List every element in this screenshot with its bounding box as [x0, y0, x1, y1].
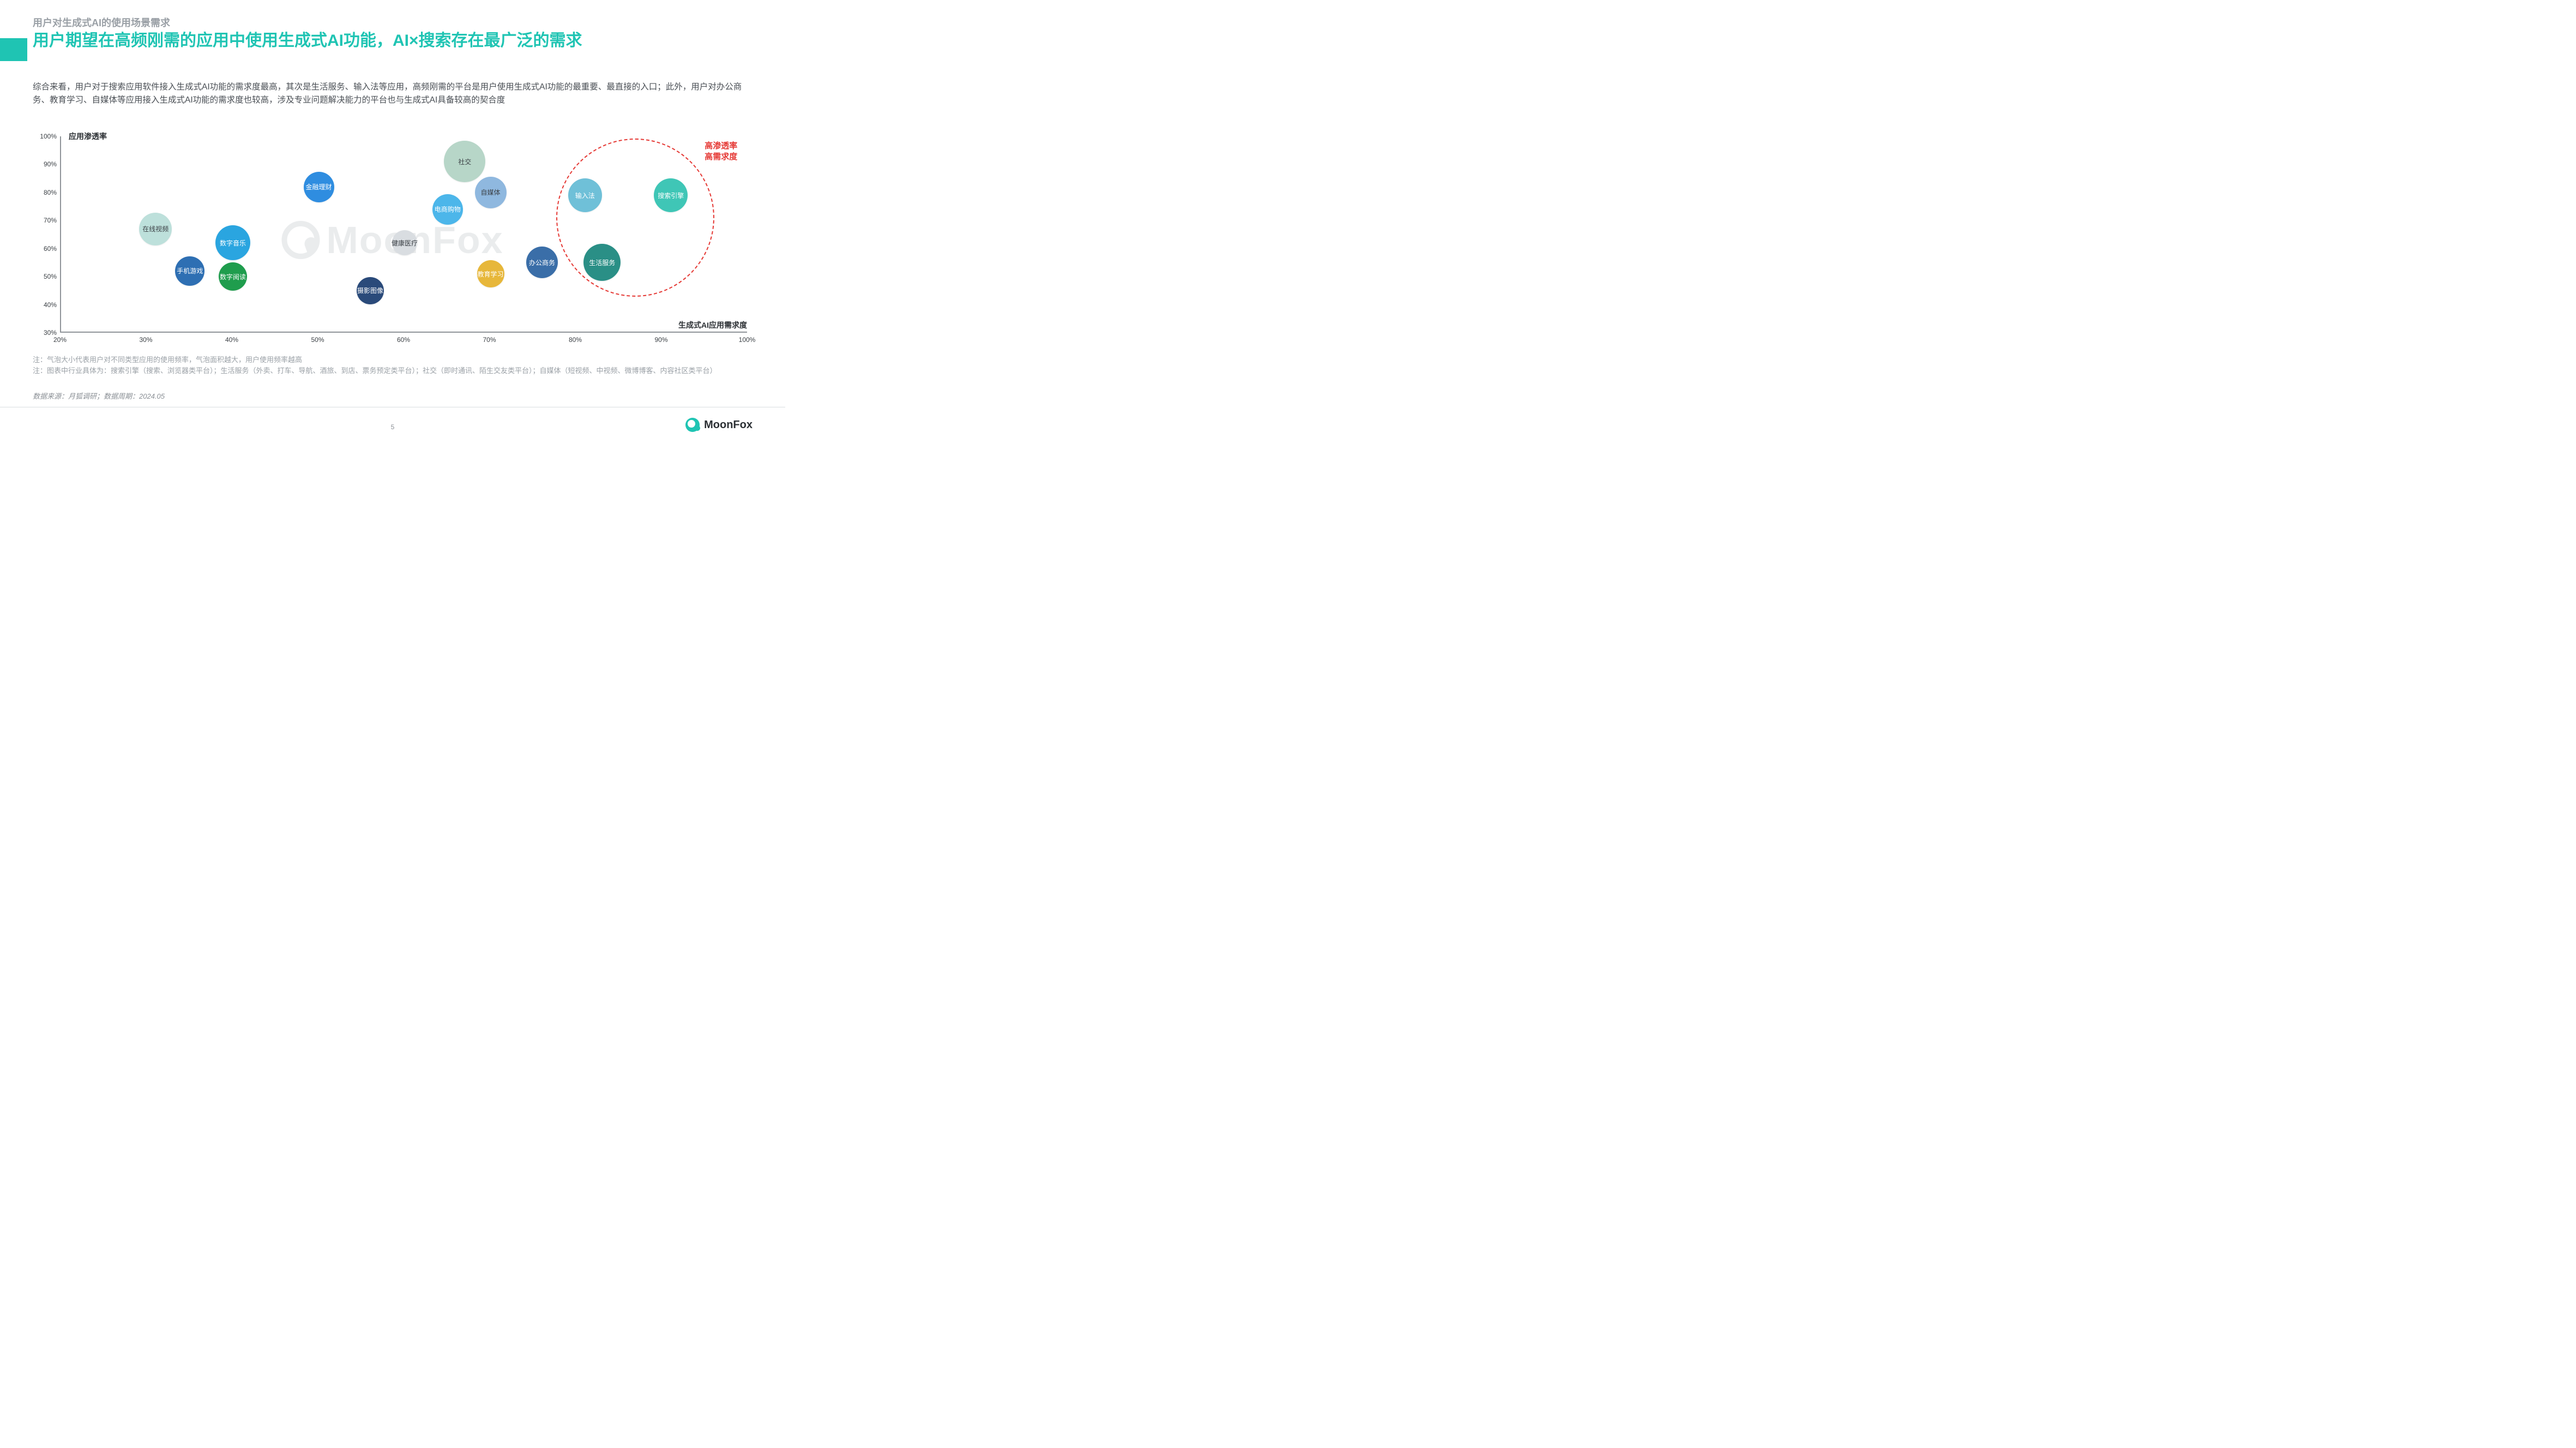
x-tick: 40% [225, 336, 238, 344]
bubble-手机游戏: 手机游戏 [175, 256, 204, 286]
y-tick: 100% [35, 133, 57, 140]
bubble-数字阅读: 数字阅读 [219, 262, 247, 291]
x-tick: 70% [483, 336, 496, 344]
x-tick: 90% [654, 336, 667, 344]
bubble-社交: 社交 [444, 141, 485, 182]
x-tick: 20% [53, 336, 67, 344]
bubble-金融理财: 金融理财 [304, 172, 334, 202]
footnotes: 注：气泡大小代表用户对不同类型应用的使用频率，气泡面积越大，用户使用频率越高 注… [33, 355, 753, 376]
highlight-label: 高渗透率高需求度 [705, 141, 737, 162]
data-source: 数据来源：月狐调研；数据周期：2024.05 [33, 390, 165, 401]
bubble-在线视频: 在线视频 [139, 213, 172, 245]
x-tick: 100% [739, 336, 756, 344]
pre-title: 用户对生成式AI的使用场景需求 [33, 15, 170, 29]
bubble-电商购物: 电商购物 [432, 194, 463, 225]
brand: MoonFox [685, 418, 753, 432]
x-tick: 80% [569, 336, 582, 344]
y-tick: 60% [35, 245, 57, 253]
main-title: 用户期望在高频刚需的应用中使用生成式AI功能，AI×搜索存在最广泛的需求 [33, 31, 753, 51]
brand-text: MoonFox [704, 419, 753, 431]
page-number: 5 [391, 423, 395, 431]
y-tick: 40% [35, 301, 57, 309]
y-tick: 30% [35, 329, 57, 337]
footnote-line: 注：图表中行业具体为：搜索引擎（搜索、浏览器类平台）；生活服务（外卖、打车、导航… [33, 365, 753, 376]
x-tick: 60% [397, 336, 410, 344]
brand-icon [685, 418, 700, 432]
slide: 用户对生成式AI的使用场景需求 用户期望在高频刚需的应用中使用生成式AI功能，A… [0, 0, 785, 442]
bubble-摄影图像: 摄影图像 [357, 277, 384, 304]
y-tick: 80% [35, 189, 57, 196]
bubble-教育学习: 教育学习 [477, 260, 504, 287]
y-tick: 50% [35, 273, 57, 280]
y-tick: 70% [35, 217, 57, 224]
bubble-chart: MoonFox 应用渗透率 生成式AI应用需求度 在线视频手机游戏数字音乐数字阅… [33, 131, 753, 349]
y-tick: 90% [35, 160, 57, 168]
bubble-数字音乐: 数字音乐 [215, 225, 250, 260]
bubble-健康医疗: 健康医疗 [392, 230, 417, 255]
highlight-circle [556, 139, 714, 297]
description-text: 综合来看，用户对于搜索应用软件接入生成式AI功能的需求度最高，其次是生活服务、输… [33, 81, 753, 107]
accent-bar [0, 38, 27, 61]
footnote-line: 注：气泡大小代表用户对不同类型应用的使用频率，气泡面积越大，用户使用频率越高 [33, 355, 753, 365]
bubble-自媒体: 自媒体 [475, 177, 507, 208]
x-tick: 30% [139, 336, 152, 344]
x-tick: 50% [311, 336, 324, 344]
bubble-办公商务: 办公商务 [526, 247, 558, 278]
